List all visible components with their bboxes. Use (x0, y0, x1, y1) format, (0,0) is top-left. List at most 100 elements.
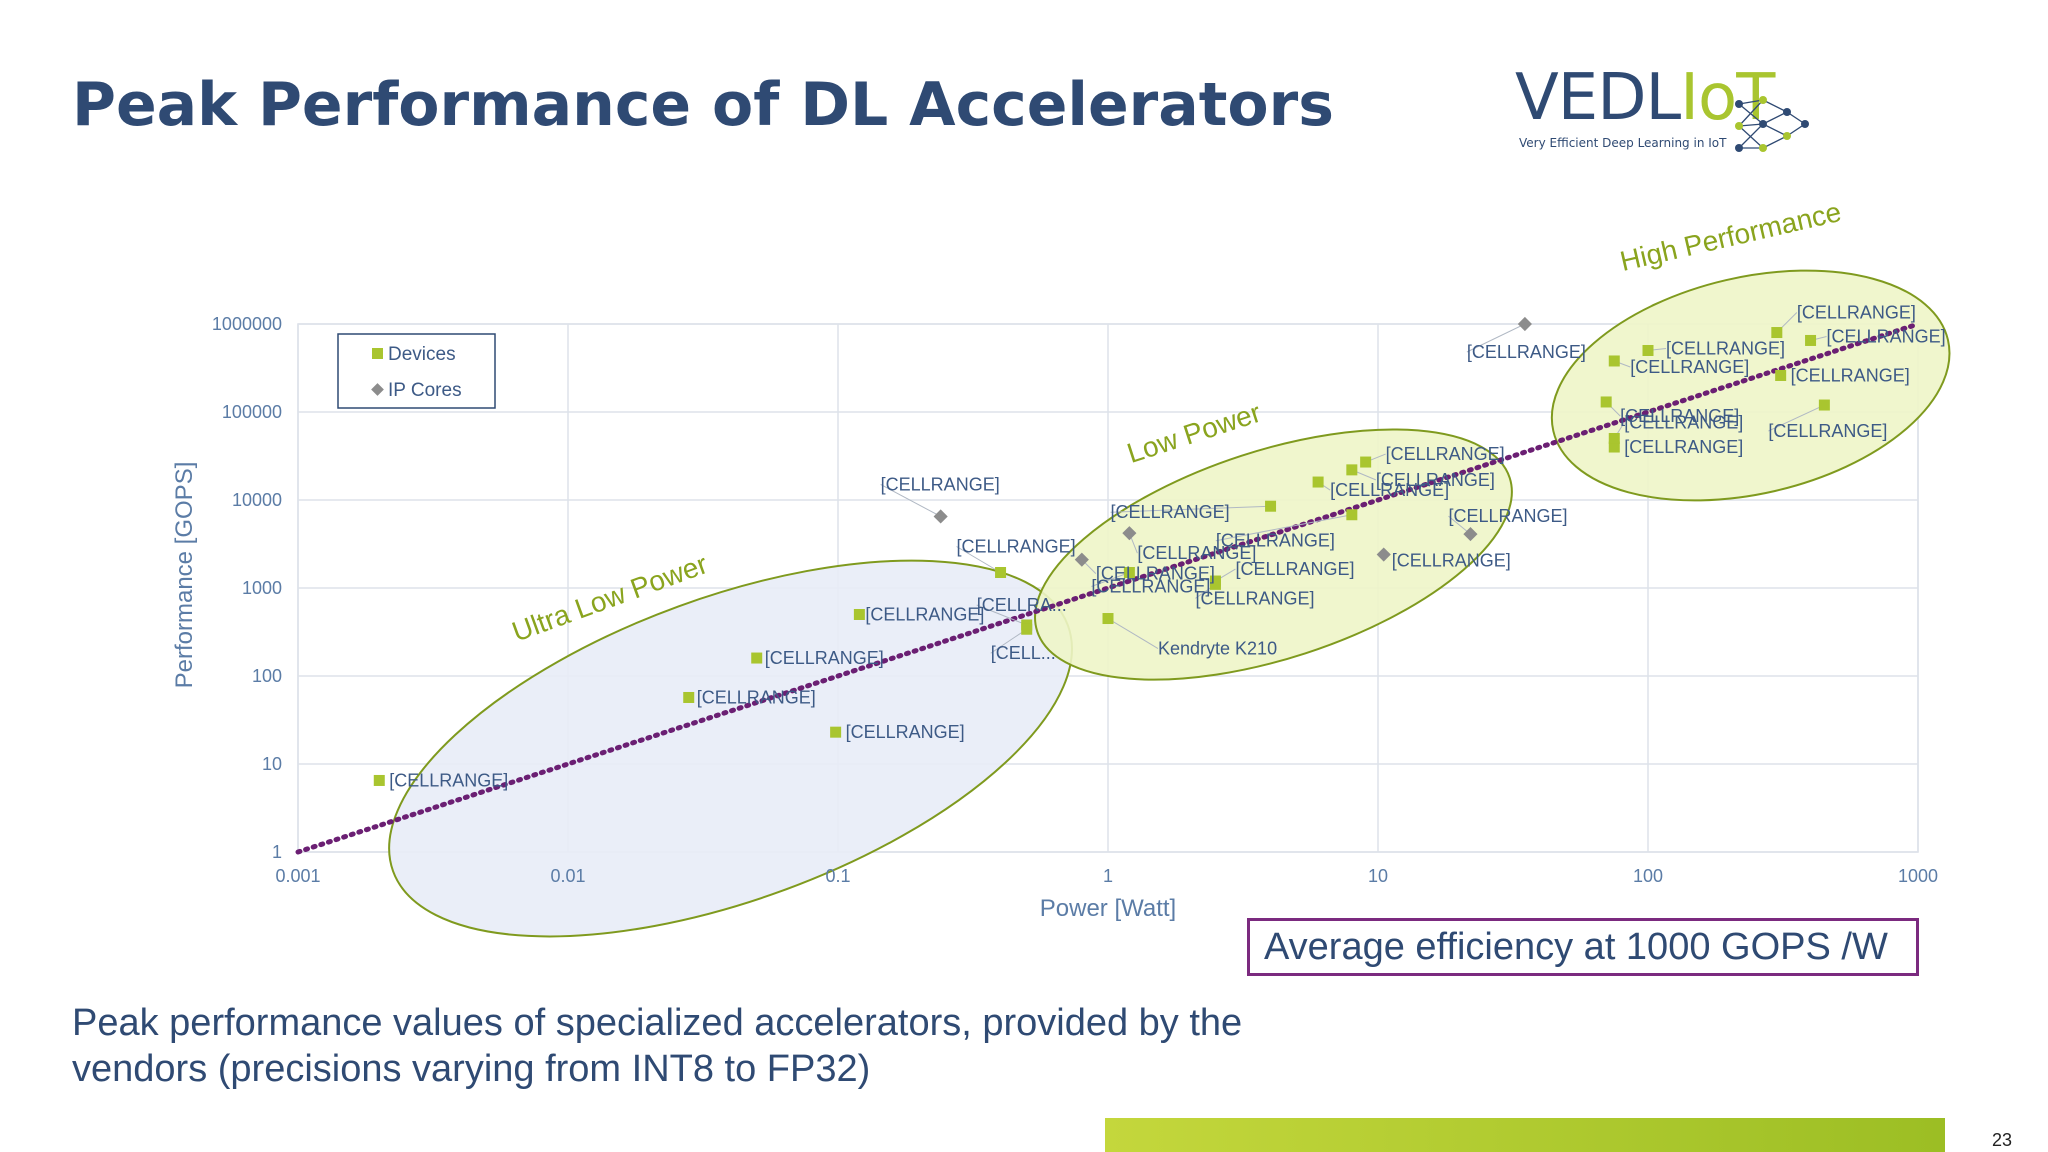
data-label: [CELL... (991, 643, 1056, 663)
legend-entry-label: Devices (388, 344, 456, 365)
ip-core-point (933, 509, 948, 524)
ip-core-point (1463, 527, 1478, 542)
x-tick-label: 1000 (1898, 866, 1938, 886)
y-axis-title: Performance [GOPS] (171, 462, 198, 689)
label-leader-line (1768, 404, 1825, 432)
data-label: [CELLRANGE] (1330, 480, 1449, 500)
device-point (853, 608, 865, 620)
y-tick-label: 1000000 (212, 314, 282, 334)
data-label: [CELLRANGE] (1392, 551, 1511, 571)
device-point (1021, 623, 1033, 635)
data-label: [CELLRANGE] (1624, 412, 1743, 432)
device-point (1608, 432, 1620, 444)
device-point (1805, 334, 1817, 346)
data-label: [CELLRA... (977, 595, 1067, 615)
slide-title: Peak Performance of DL Accelerators (72, 70, 1334, 140)
device-point (1102, 613, 1114, 625)
region-ellipse (388, 559, 1073, 938)
ip-core-point (1517, 316, 1532, 332)
label-leader-line (1110, 505, 1271, 513)
slide-subtitle: Peak performance values of specialized a… (72, 1002, 1243, 1090)
data-label: [CELLRANGE] (1630, 357, 1749, 377)
data-label: [CELLRANGE] (1791, 365, 1910, 385)
y-tick-label: 100000 (222, 402, 282, 422)
logo-tagline: Very Efficient Deep Learning in IoT (1519, 136, 1727, 150)
legend-ip-core-marker (371, 383, 384, 396)
data-label: [CELLRANGE] (1235, 559, 1354, 579)
y-tick-label: 100 (252, 666, 282, 686)
device-point (1600, 396, 1612, 408)
data-label: [CELLRANGE] (1096, 564, 1215, 584)
logo-wordmark: VEDLIoT (1515, 61, 1775, 135)
label-leader-line (976, 604, 1027, 626)
data-label: [CELLRANGE] (1620, 406, 1739, 426)
data-label: [CELLRANGE] (697, 687, 816, 707)
ip-core-point (1122, 526, 1137, 541)
neural-network-icon (1735, 96, 1809, 152)
data-label: [CELLRANGE] (1111, 502, 1230, 522)
chart-legend: Devices IP Cores (337, 333, 496, 409)
x-tick-label: 0.01 (550, 866, 585, 886)
data-label: [CELLRANGE] (1768, 421, 1887, 441)
trend-layer (295, 321, 1921, 855)
device-point (1123, 567, 1135, 579)
device-point (1265, 500, 1277, 512)
label-leader-line (1107, 618, 1159, 649)
data-label: [CELLRANGE] (1091, 577, 1210, 597)
ip-core-point (1376, 547, 1391, 562)
data-label: [CELLRANGE] (1195, 588, 1314, 608)
device-point (751, 652, 763, 664)
label-leader-line (880, 484, 941, 517)
x-tick-label: 10 (1368, 866, 1388, 886)
y-tick-label: 10 (262, 754, 282, 774)
label-leader-line (956, 546, 1001, 573)
device-point (1771, 327, 1783, 339)
data-label: [CELLRANGE] (865, 604, 984, 624)
legend-entry-label: IP Cores (388, 380, 462, 401)
region-ellipse (1034, 428, 1513, 681)
data-label: [CELLRANGE] (846, 722, 965, 742)
axis-layer: Power [Watt] Performance [GOPS] 0.001 0.0… (171, 314, 1938, 922)
device-point (373, 774, 385, 786)
y-tick-label: 10000 (232, 490, 282, 510)
device-point (1346, 464, 1358, 476)
label-leader-line (1466, 323, 1526, 353)
data-label: Kendryte K210 (1158, 639, 1277, 659)
device-point (1360, 456, 1372, 468)
device-point (995, 567, 1007, 579)
data-label: [CELLRANGE] (1827, 326, 1946, 346)
data-label: [CELLRANGE] (1624, 437, 1743, 457)
device-point (1608, 441, 1620, 453)
vedliot-logo: VEDLIoT Very Efficient Deep Learning in … (1515, 66, 1815, 156)
point-layer: [CELLRANGE][CELLRANGE][CELLRANGE][CELLRA… (373, 303, 1946, 790)
x-tick-label: 0.001 (275, 866, 320, 886)
y-tick-label: 1 (272, 842, 282, 862)
footer-accent-bar (1105, 1118, 1945, 1152)
y-tick-label: 1000 (242, 578, 282, 598)
data-label: [CELLRANGE] (1448, 506, 1567, 526)
data-label: [CELLRANGE] (1376, 470, 1495, 490)
efficiency-trendline (295, 321, 1921, 855)
data-label: [CELLRANGE] (1137, 543, 1256, 563)
device-point (1346, 509, 1358, 521)
data-label: [CELLRANGE] (1467, 342, 1586, 362)
data-label: [CELLRANGE] (389, 770, 508, 790)
ip-core-point (1074, 552, 1089, 567)
device-point (1312, 476, 1324, 488)
device-point (1775, 369, 1787, 381)
data-label: [CELLRANGE] (957, 537, 1076, 557)
x-axis-title: Power [Watt] (1040, 895, 1176, 922)
x-tick-label: 100 (1633, 866, 1663, 886)
data-label: [CELLRANGE] (765, 648, 884, 668)
device-point (1642, 344, 1654, 356)
device-point (1818, 399, 1830, 411)
data-label: [CELLRANGE] (1666, 338, 1785, 358)
efficiency-note: Average efficiency at 1000 GOPS /W (1247, 918, 1919, 976)
data-label: [CELLRANGE] (1386, 444, 1505, 464)
data-label: [CELLRANGE] (1797, 303, 1916, 323)
data-label: [CELLRANGE] (881, 474, 1000, 494)
legend-device-marker (372, 348, 383, 359)
label-leader-line (1091, 572, 1130, 587)
